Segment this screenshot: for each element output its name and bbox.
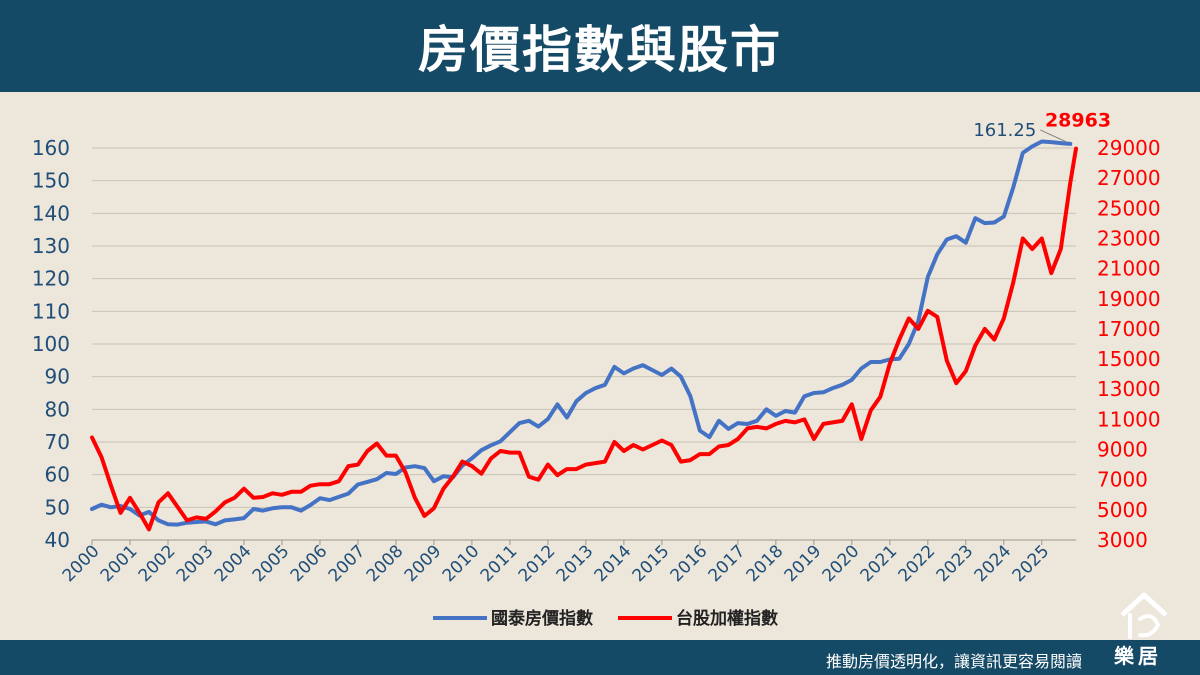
x-tick-label: 2021 (857, 541, 902, 586)
x-tick-label: 2019 (781, 541, 826, 586)
x-tick-label: 2002 (135, 541, 180, 586)
left-tick-label: 110 (32, 299, 70, 323)
right-tick-label: 17000 (1097, 317, 1161, 341)
gridlines (92, 147, 1076, 541)
x-tick-label: 2011 (477, 541, 522, 586)
x-tick-label: 2013 (553, 541, 598, 586)
house-logo-icon (1120, 592, 1168, 639)
right-tick-label: 3000 (1097, 528, 1148, 552)
left-tick-label: 60 (45, 463, 70, 487)
right-tick-label: 27000 (1097, 166, 1161, 190)
right-tick-label: 11000 (1097, 407, 1161, 431)
page-title: 房價指數與股市 (418, 21, 782, 79)
legend-label-stock: 台股加權指數 (676, 608, 778, 629)
left-tick-label: 80 (45, 397, 70, 421)
annotation-leader-house (1040, 129, 1067, 143)
left-tick-label: 160 (32, 136, 70, 160)
logo-text: 樂居 (1114, 644, 1162, 668)
right-tick-label: 15000 (1097, 347, 1161, 371)
right-tick-label: 29000 (1097, 136, 1161, 160)
left-axis-ticks: 40 50 60 70 80 90 100 110 120 130 140 150 160 (32, 136, 70, 552)
header-bar: 房價指數與股市 (0, 0, 1200, 92)
x-tick-label: 2022 (895, 541, 940, 586)
chart: 40 50 60 70 80 90 100 110 120 130 140 150 160 3000 50… (32, 110, 1161, 629)
x-tick-label: 2005 (249, 541, 294, 586)
right-tick-label: 25000 (1097, 196, 1161, 220)
right-tick-label: 9000 (1097, 438, 1148, 462)
footer-bar: 推動房價透明化，讓資訊更容易閱讀 (0, 640, 1200, 675)
series-line-house-index (90, 139, 1073, 527)
x-tick-label: 2001 (97, 541, 142, 586)
right-tick-label: 13000 (1097, 377, 1161, 401)
x-tick-label: 2023 (933, 541, 978, 586)
left-tick-label: 140 (32, 201, 70, 225)
right-axis-ticks: 3000 5000 7000 9000 11000 13000 15000 17000 1900… (1097, 136, 1161, 552)
x-tick-label: 2003 (173, 541, 218, 586)
left-tick-label: 70 (45, 430, 70, 454)
footer-slogan: 推動房價透明化，讓資訊更容易閱讀 (825, 652, 1082, 671)
x-tick-label: 2009 (401, 541, 446, 586)
right-tick-label: 7000 (1097, 468, 1148, 492)
brand-logo: 樂居 (1100, 585, 1190, 673)
x-tick-label: 2024 (971, 541, 1016, 586)
x-tick-label: 2004 (211, 541, 256, 586)
x-tick-label: 2015 (629, 541, 674, 586)
x-tick-label: 2010 (439, 541, 484, 586)
x-tick-label: 2008 (363, 541, 408, 586)
right-tick-label: 5000 (1097, 498, 1148, 522)
left-tick-label: 50 (45, 495, 70, 519)
x-tick-label: 2020 (819, 541, 864, 586)
annotation-stock-last: 28963 (1045, 110, 1111, 132)
right-tick-label: 21000 (1097, 257, 1161, 281)
legend: 國泰房價指數 台股加權指數 (433, 608, 778, 629)
annotation-house-last: 161.25 (973, 120, 1036, 141)
left-tick-label: 100 (32, 332, 70, 356)
legend-label-house: 國泰房價指數 (491, 608, 593, 629)
x-axis-ticks: 2000200120022003200420052006200720082009… (59, 540, 1054, 586)
left-tick-label: 120 (32, 267, 70, 291)
chart-panel: 40 50 60 70 80 90 100 110 120 130 140 150 160 3000 50… (0, 92, 1200, 640)
right-tick-label: 23000 (1097, 226, 1161, 250)
right-tick-label: 19000 (1097, 287, 1161, 311)
left-tick-label: 150 (32, 169, 70, 193)
left-tick-label: 90 (45, 365, 70, 389)
annotations: 161.25 28963 (973, 110, 1111, 143)
series-line-stock-index (90, 146, 1078, 532)
left-tick-label: 40 (45, 528, 70, 552)
x-tick-label: 2017 (705, 541, 750, 586)
x-tick-label: 2007 (325, 541, 370, 586)
x-tick-label: 2018 (743, 541, 788, 586)
x-tick-label: 2006 (287, 541, 332, 586)
x-tick-label: 2025 (1009, 541, 1054, 586)
x-tick-label: 2014 (591, 541, 636, 586)
x-tick-label: 2016 (667, 541, 712, 586)
x-tick-label: 2012 (515, 541, 560, 586)
series-layer (90, 139, 1078, 532)
left-tick-label: 130 (32, 234, 70, 258)
